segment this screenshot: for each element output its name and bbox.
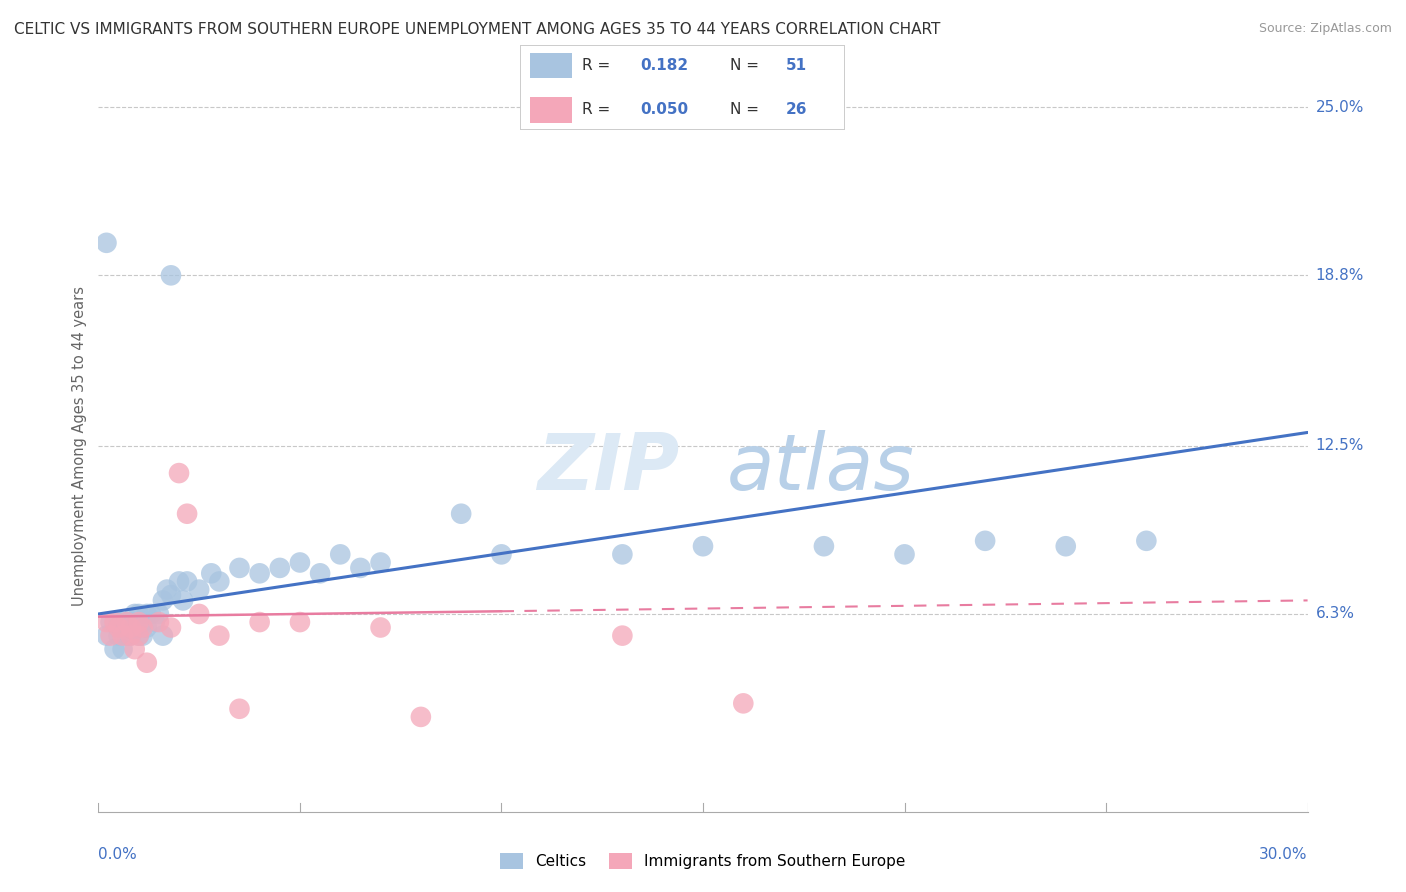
Point	[208, 629, 231, 643]
Point	[120, 629, 142, 643]
Text: 51: 51	[786, 58, 807, 73]
Text: N =: N =	[731, 58, 759, 73]
Point	[200, 566, 222, 581]
Text: 25.0%: 25.0%	[1316, 100, 1364, 115]
Point	[160, 620, 183, 634]
Point	[370, 620, 392, 634]
Point	[208, 574, 231, 589]
Point	[111, 615, 134, 629]
Point	[228, 702, 250, 716]
Point	[100, 629, 122, 643]
Point	[176, 507, 198, 521]
Point	[160, 268, 183, 283]
Text: atlas: atlas	[727, 430, 915, 506]
Point	[491, 547, 513, 561]
Point	[249, 615, 271, 629]
Point	[309, 566, 332, 581]
Point	[100, 615, 122, 629]
Point	[132, 615, 155, 629]
Point	[188, 582, 211, 597]
Point	[893, 547, 915, 561]
Point	[120, 615, 142, 629]
Point	[288, 556, 311, 570]
Point	[132, 629, 155, 643]
Point	[156, 582, 179, 597]
Text: 0.050: 0.050	[640, 103, 688, 118]
Bar	[530, 54, 572, 78]
Point	[96, 629, 118, 643]
Text: 0.182: 0.182	[640, 58, 688, 73]
Point	[107, 620, 129, 634]
Point	[167, 574, 190, 589]
Point	[103, 615, 125, 629]
Point	[96, 615, 118, 629]
Text: CELTIC VS IMMIGRANTS FROM SOUTHERN EUROPE UNEMPLOYMENT AMONG AGES 35 TO 44 YEARS: CELTIC VS IMMIGRANTS FROM SOUTHERN EUROP…	[14, 22, 941, 37]
Legend: Celtics, Immigrants from Southern Europe: Celtics, Immigrants from Southern Europe	[494, 847, 912, 875]
Text: 6.3%: 6.3%	[1316, 607, 1354, 622]
Point	[120, 629, 142, 643]
Text: 18.8%: 18.8%	[1316, 268, 1364, 283]
Text: N =: N =	[731, 103, 759, 118]
Point	[135, 656, 157, 670]
Point	[103, 642, 125, 657]
Text: R =: R =	[582, 58, 610, 73]
Point	[612, 547, 634, 561]
Point	[135, 607, 157, 621]
Text: 0.0%: 0.0%	[98, 847, 138, 862]
Point	[813, 539, 835, 553]
Point	[692, 539, 714, 553]
Point	[139, 607, 162, 621]
Point	[228, 561, 250, 575]
Point	[124, 620, 146, 634]
Point	[349, 561, 371, 575]
Point	[176, 574, 198, 589]
Point	[96, 235, 118, 250]
Text: ZIP: ZIP	[537, 430, 679, 506]
Point	[132, 620, 155, 634]
Point	[409, 710, 432, 724]
Point	[288, 615, 311, 629]
Point	[115, 615, 138, 629]
Point	[111, 642, 134, 657]
Point	[450, 507, 472, 521]
Point	[107, 629, 129, 643]
Point	[120, 620, 142, 634]
Point	[124, 642, 146, 657]
Point	[733, 697, 755, 711]
Point	[329, 547, 352, 561]
Point	[370, 556, 392, 570]
Point	[160, 588, 183, 602]
Point	[152, 593, 174, 607]
Bar	[530, 97, 572, 122]
Point	[128, 629, 150, 643]
Point	[172, 593, 194, 607]
Point	[249, 566, 271, 581]
Point	[148, 607, 170, 621]
Text: 26: 26	[786, 103, 807, 118]
Point	[974, 533, 997, 548]
Point	[167, 466, 190, 480]
Point	[148, 615, 170, 629]
Point	[128, 607, 150, 621]
Text: 30.0%: 30.0%	[1260, 847, 1308, 862]
Point	[269, 561, 291, 575]
Text: R =: R =	[582, 103, 610, 118]
Point	[135, 620, 157, 634]
Point	[143, 615, 166, 629]
Point	[111, 629, 134, 643]
Point	[107, 615, 129, 629]
Text: 12.5%: 12.5%	[1316, 439, 1364, 453]
Point	[1135, 533, 1157, 548]
Point	[1054, 539, 1077, 553]
Point	[115, 629, 138, 643]
Point	[128, 615, 150, 629]
Point	[612, 629, 634, 643]
Text: Source: ZipAtlas.com: Source: ZipAtlas.com	[1258, 22, 1392, 36]
Point	[188, 607, 211, 621]
Point	[124, 607, 146, 621]
Point	[152, 629, 174, 643]
Point	[128, 629, 150, 643]
Point	[115, 615, 138, 629]
Y-axis label: Unemployment Among Ages 35 to 44 years: Unemployment Among Ages 35 to 44 years	[72, 286, 87, 606]
